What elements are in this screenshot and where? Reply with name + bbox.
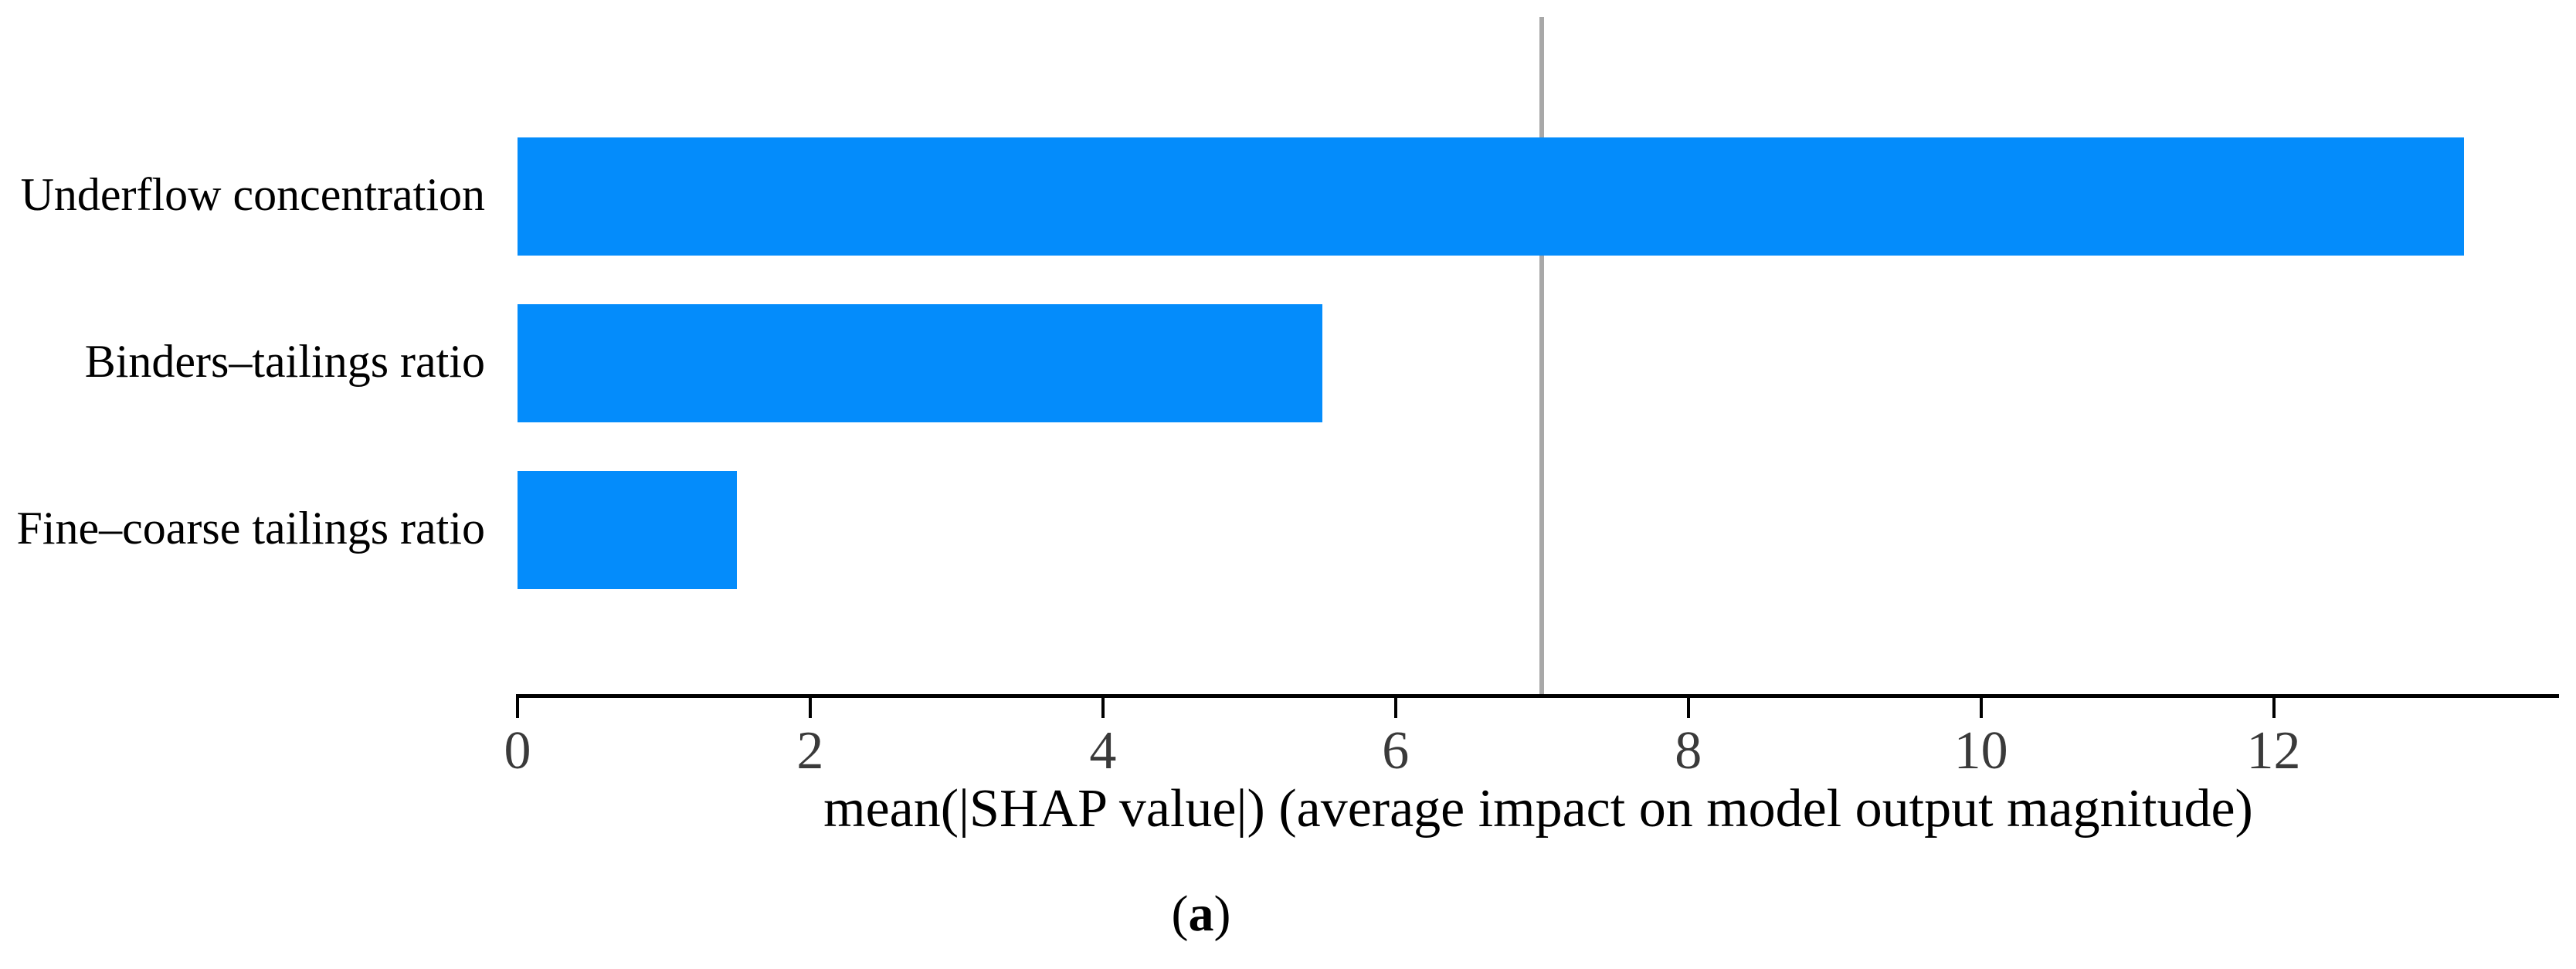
x-axis-title: mean(|SHAP value|) (average impact on mo…	[823, 779, 2253, 839]
x-tick-label-6: 6	[1382, 721, 1410, 781]
y-tick-label-binders-tailings-ratio: Binders–tailings ratio	[84, 336, 485, 388]
x-tick-label-2: 2	[796, 721, 824, 781]
x-tick-0	[516, 696, 519, 718]
bar-fine-coarse-tailings-ratio	[518, 470, 738, 589]
caption-paren-open: (	[1171, 886, 1189, 942]
x-tick-10	[1979, 696, 1983, 718]
x-tick-4	[1101, 696, 1105, 718]
x-tick-label-8: 8	[1675, 721, 1702, 781]
x-tick-label-12: 12	[2246, 721, 2301, 781]
reference-line	[1539, 17, 1545, 696]
bar-underflow-concentration	[518, 137, 2464, 256]
caption-letter: a	[1188, 886, 1214, 942]
caption-paren-close: )	[1213, 886, 1231, 942]
x-tick-label-10: 10	[1953, 721, 2008, 781]
x-tick-2	[808, 696, 812, 718]
bar-binders-tailings-ratio	[518, 303, 1323, 422]
figure-caption: (a)	[1085, 885, 1317, 944]
x-tick-12	[2272, 696, 2276, 718]
x-tick-6	[1393, 696, 1397, 718]
x-tick-label-0: 0	[504, 721, 531, 781]
y-tick-label-underflow-concentration: Underflow concentration	[20, 169, 485, 221]
x-tick-8	[1686, 696, 1690, 718]
y-tick-label-fine-coarse-tailings-ratio: Fine–coarse tailings ratio	[16, 503, 485, 554]
x-axis-line	[516, 694, 2559, 698]
x-tick-label-4: 4	[1089, 721, 1117, 781]
